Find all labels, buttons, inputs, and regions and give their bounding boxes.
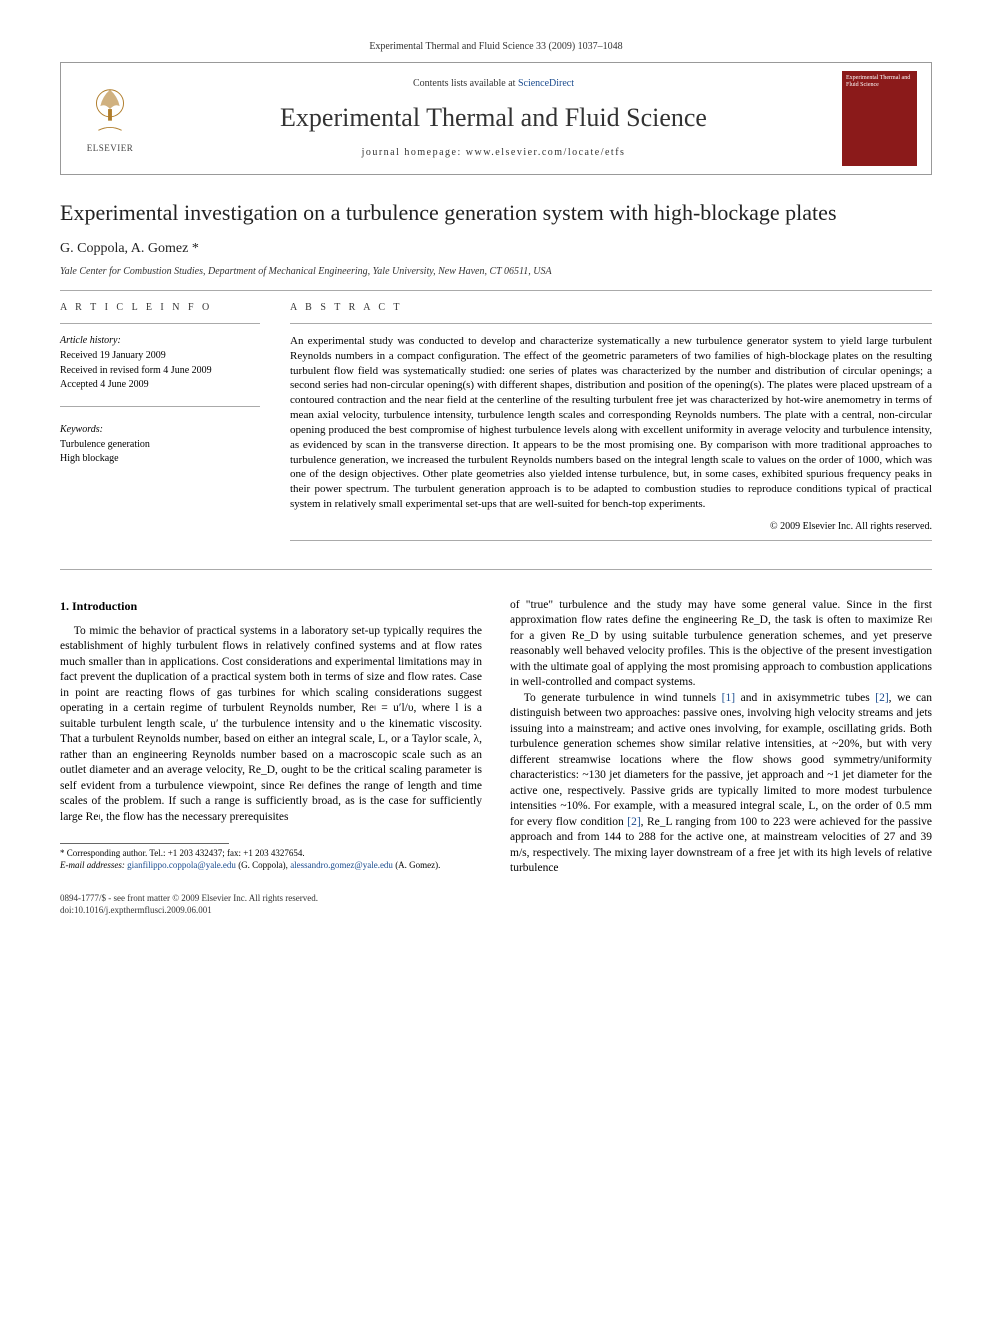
body-paragraph: To generate turbulence in wind tunnels [… [510,691,932,877]
citation-link[interactable]: [2] [875,692,888,704]
affiliation: Yale Center for Combustion Studies, Depa… [60,265,932,279]
divider [60,290,932,291]
journal-cover-thumbnail: Experimental Thermal and Fluid Science [842,71,917,166]
left-column: 1. Introduction To mimic the behavior of… [60,598,482,917]
keyword: High blockage [60,452,260,466]
text-run: and in axisymmetric tubes [735,692,875,704]
publisher-block: ELSEVIER [75,82,145,154]
banner-center: Contents lists available at ScienceDirec… [145,77,842,159]
journal-banner: ELSEVIER Contents lists available at Sci… [60,62,932,175]
publisher-name: ELSEVIER [87,142,134,154]
email-link[interactable]: gianfilippo.coppola@yale.edu [127,860,236,870]
issn-line: 0894-1777/$ - see front matter © 2009 El… [60,892,482,904]
abstract-text: An experimental study was conducted to d… [290,334,932,512]
article-info-block: A R T I C L E I N F O Article history: R… [60,301,260,550]
email-who: (A. Gomez). [393,860,440,870]
footnote-separator [60,843,229,844]
citation-link[interactable]: [1] [722,692,735,704]
text-run: , we can distinguish between two approac… [510,692,932,828]
contents-available: Contents lists available at ScienceDirec… [145,77,842,91]
doi-line: doi:10.1016/j.expthermflusci.2009.06.001 [60,904,482,916]
cover-title: Experimental Thermal and Fluid Science [846,75,913,89]
sciencedirect-link[interactable]: ScienceDirect [518,78,574,89]
contents-prefix: Contents lists available at [413,78,518,89]
abstract-heading: A B S T R A C T [290,301,932,315]
divider [290,540,932,541]
author-list: G. Coppola, A. Gomez * [60,240,932,259]
citation-link[interactable]: [2] [627,816,640,828]
email-who: (G. Coppola), [236,860,290,870]
intro-heading: 1. Introduction [60,598,482,614]
text-run: To generate turbulence in wind tunnels [524,692,722,704]
received-line: Received 19 January 2009 [60,349,260,363]
body-paragraph: To mimic the behavior of practical syste… [60,624,482,826]
email-link[interactable]: alessandro.gomez@yale.edu [290,860,393,870]
divider [290,323,932,324]
article-info-heading: A R T I C L E I N F O [60,301,260,315]
email-line: E-mail addresses: gianfilippo.coppola@ya… [60,860,482,872]
abstract-copyright: © 2009 Elsevier Inc. All rights reserved… [290,520,932,534]
history-label: Article history: [60,334,260,348]
journal-homepage: journal homepage: www.elsevier.com/locat… [145,146,842,160]
keyword: Turbulence generation [60,438,260,452]
right-column: of "true" turbulence and the study may h… [510,598,932,917]
divider [60,323,260,324]
keywords-label: Keywords: [60,423,260,437]
divider [60,406,260,407]
footnotes: * Corresponding author. Tel.: +1 203 432… [60,848,482,871]
abstract-block: A B S T R A C T An experimental study wa… [290,301,932,550]
elsevier-tree-icon [81,82,139,140]
corresponding-author-note: * Corresponding author. Tel.: +1 203 432… [60,848,482,860]
journal-title: Experimental Thermal and Fluid Science [145,100,842,135]
meta-abstract-row: A R T I C L E I N F O Article history: R… [60,301,932,550]
divider [60,569,932,570]
footer-info: 0894-1777/$ - see front matter © 2009 El… [60,892,482,916]
article-title: Experimental investigation on a turbulen… [60,199,932,227]
accepted-line: Accepted 4 June 2009 [60,378,260,392]
running-head: Experimental Thermal and Fluid Science 3… [60,40,932,54]
body-paragraph: of "true" turbulence and the study may h… [510,598,932,691]
email-label: E-mail addresses: [60,860,127,870]
body-two-column: 1. Introduction To mimic the behavior of… [60,598,932,917]
revised-line: Received in revised form 4 June 2009 [60,364,260,378]
